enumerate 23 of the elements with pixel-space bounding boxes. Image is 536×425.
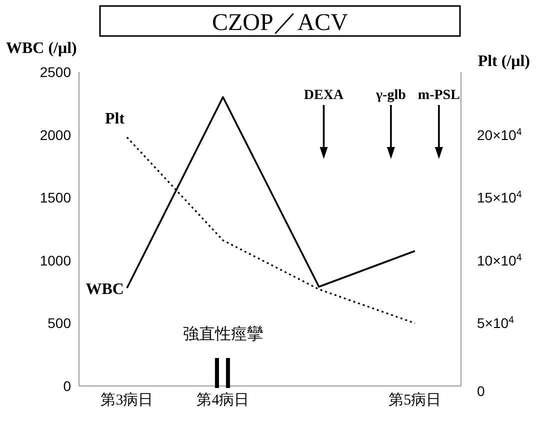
y-axis-title: WBC (/μl) bbox=[6, 40, 77, 57]
y-tick-label: 2500 bbox=[40, 64, 72, 80]
annotation: 強直性痙攣 bbox=[182, 325, 263, 343]
y2-tick-label: 10×10$^{4}$ bbox=[477, 252, 522, 268]
series-label: Plt bbox=[104, 110, 126, 128]
y-tick-label: 1500 bbox=[40, 190, 72, 206]
y2-axis-title: Plt (/μl) bbox=[478, 53, 530, 70]
annotation: DEXA bbox=[304, 88, 344, 103]
annotation: m-PSL bbox=[418, 88, 460, 103]
series-label: WBC bbox=[86, 281, 124, 298]
y2-tick-label: 15×10$^{4}$ bbox=[477, 189, 522, 206]
y2-tick-label: 20×10$^{4}$ bbox=[477, 126, 522, 143]
y2-tick-label: 0 bbox=[477, 383, 485, 399]
y-tick-label: 1000 bbox=[40, 252, 72, 268]
chart-title: CZOP／ACV bbox=[212, 10, 349, 36]
y-tick-label: 2000 bbox=[40, 126, 72, 143]
x-tick-label: 第5病日 bbox=[388, 392, 442, 409]
y-tick-label: 0 bbox=[63, 378, 72, 394]
x-tick-label: 第4病日 bbox=[196, 392, 250, 409]
y-tick-label: 500 bbox=[48, 315, 72, 332]
y2-tick-label: 5×10$^{4}$ bbox=[477, 314, 515, 332]
x-tick-label: 第3病日 bbox=[100, 392, 154, 409]
annotation: γ-glb bbox=[374, 88, 406, 103]
